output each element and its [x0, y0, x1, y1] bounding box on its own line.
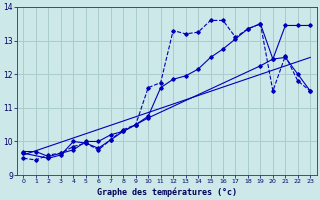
X-axis label: Graphe des températures (°c): Graphe des températures (°c)	[97, 187, 237, 197]
